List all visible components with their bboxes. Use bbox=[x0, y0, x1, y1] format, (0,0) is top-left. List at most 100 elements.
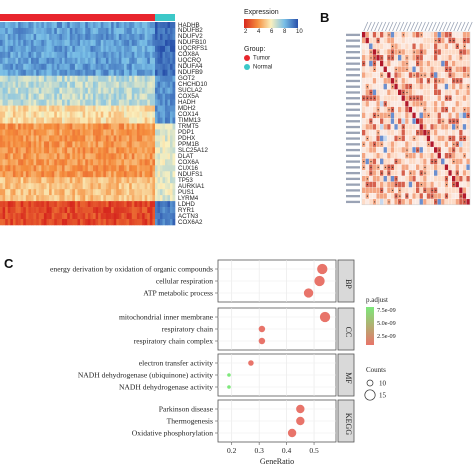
heatmap-cell bbox=[131, 189, 135, 196]
heatmap-cell bbox=[121, 123, 125, 130]
heatmap-cell bbox=[31, 63, 34, 71]
heatmap-cell bbox=[172, 141, 176, 148]
heatmap-cell bbox=[95, 33, 99, 41]
heatmap-cell bbox=[105, 51, 109, 59]
heatmap-cell bbox=[147, 99, 151, 106]
heatmap-cell bbox=[134, 195, 138, 202]
corr-cell bbox=[430, 78, 434, 84]
heatmap-cell bbox=[113, 87, 117, 94]
corr-cell bbox=[365, 32, 369, 38]
heatmap-cell bbox=[28, 183, 32, 190]
heatmap-cell bbox=[38, 171, 42, 178]
corr-cell bbox=[401, 72, 405, 78]
heatmap-cell bbox=[12, 141, 16, 148]
heatmap-cell bbox=[160, 39, 163, 47]
corr-cell bbox=[405, 118, 409, 124]
heatmap-cell bbox=[10, 171, 14, 178]
heatmap-cell bbox=[131, 219, 135, 226]
corr-cell bbox=[437, 101, 441, 107]
significance-mark bbox=[420, 172, 422, 174]
heatmap-cell bbox=[131, 33, 135, 41]
heatmap-cell bbox=[74, 57, 78, 65]
heatmap-cell bbox=[126, 195, 130, 202]
corr-cell bbox=[372, 118, 377, 124]
heatmap-cell bbox=[103, 135, 107, 142]
heatmap-cell bbox=[139, 123, 143, 130]
heatmap-cell bbox=[46, 51, 50, 59]
corr-cell bbox=[466, 49, 470, 55]
corr-cell bbox=[412, 101, 416, 107]
heatmap-cell bbox=[103, 63, 107, 71]
corr-cell bbox=[376, 95, 380, 101]
heatmap-cell bbox=[51, 123, 55, 130]
heatmap-cell bbox=[162, 123, 166, 130]
corr-cell bbox=[441, 141, 445, 147]
heatmap-cell bbox=[82, 177, 86, 184]
heatmap-cell bbox=[93, 117, 96, 124]
heatmap-cell bbox=[124, 99, 127, 106]
heatmap-cell bbox=[62, 111, 65, 118]
heatmap-cell bbox=[23, 171, 27, 178]
heatmap-cell bbox=[95, 105, 99, 112]
row-label bbox=[346, 200, 360, 204]
heatmap-cell bbox=[33, 135, 37, 142]
corr-cell bbox=[452, 43, 456, 49]
heatmap-cell bbox=[134, 219, 138, 226]
heatmap-cell bbox=[139, 165, 143, 172]
heatmap-cell bbox=[157, 22, 161, 29]
heatmap-cell bbox=[157, 117, 161, 124]
heatmap-cell bbox=[172, 99, 176, 106]
corr-cell bbox=[394, 129, 398, 136]
significance-mark bbox=[453, 80, 455, 82]
corr-cell bbox=[419, 37, 423, 44]
heatmap-cell bbox=[23, 219, 27, 226]
corr-cell bbox=[412, 55, 416, 61]
heatmap-cell bbox=[82, 69, 86, 77]
heatmap-cell bbox=[18, 111, 21, 118]
heatmap-cell bbox=[49, 87, 52, 94]
heatmap-cell bbox=[46, 69, 50, 77]
heatmap-cell bbox=[134, 171, 138, 178]
heatmap-cell bbox=[147, 69, 151, 77]
heatmap-cell bbox=[54, 207, 58, 214]
heatmap-cell bbox=[69, 99, 73, 106]
heatmap-cell bbox=[7, 177, 11, 184]
heatmap-cell bbox=[59, 87, 63, 94]
heatmap-cell bbox=[116, 22, 120, 29]
corr-cell bbox=[419, 129, 423, 136]
heatmap-cell bbox=[95, 189, 99, 196]
heatmap-cell bbox=[80, 207, 83, 214]
heatmap-cell bbox=[46, 189, 50, 196]
heatmap-cell bbox=[152, 141, 156, 148]
heatmap-cell bbox=[149, 99, 153, 106]
heatmap-cell bbox=[33, 111, 37, 118]
heatmap-cell bbox=[105, 141, 109, 148]
corr-cell bbox=[430, 181, 434, 188]
significance-mark bbox=[392, 86, 394, 88]
heatmap-cell bbox=[147, 183, 151, 190]
corr-cell bbox=[372, 176, 377, 182]
heatmap-cell bbox=[51, 159, 55, 166]
heatmap-cell bbox=[2, 69, 6, 77]
corr-cell bbox=[380, 147, 384, 153]
heatmap-cell bbox=[152, 105, 156, 112]
expression-legend-tick: 10 bbox=[296, 29, 303, 35]
heatmap-cell bbox=[108, 63, 112, 71]
heatmap-cell bbox=[69, 147, 73, 154]
heatmap-cell bbox=[46, 93, 50, 100]
corr-cell bbox=[398, 83, 402, 90]
heatmap-cell bbox=[162, 213, 166, 220]
heatmap-cell bbox=[36, 135, 40, 142]
heatmap-cell bbox=[147, 207, 151, 214]
heatmap-cell bbox=[165, 213, 168, 220]
heatmap-cell bbox=[64, 69, 68, 77]
significance-mark bbox=[395, 161, 397, 163]
heatmap-cell bbox=[36, 45, 40, 53]
significance-mark bbox=[388, 114, 390, 117]
heatmap-cell bbox=[18, 219, 21, 226]
heatmap-cell bbox=[41, 213, 45, 220]
heatmap-cell bbox=[170, 22, 173, 29]
corr-cell bbox=[448, 181, 452, 188]
corr-cell bbox=[405, 181, 409, 188]
x-tick-label: 0.3 bbox=[254, 446, 264, 455]
